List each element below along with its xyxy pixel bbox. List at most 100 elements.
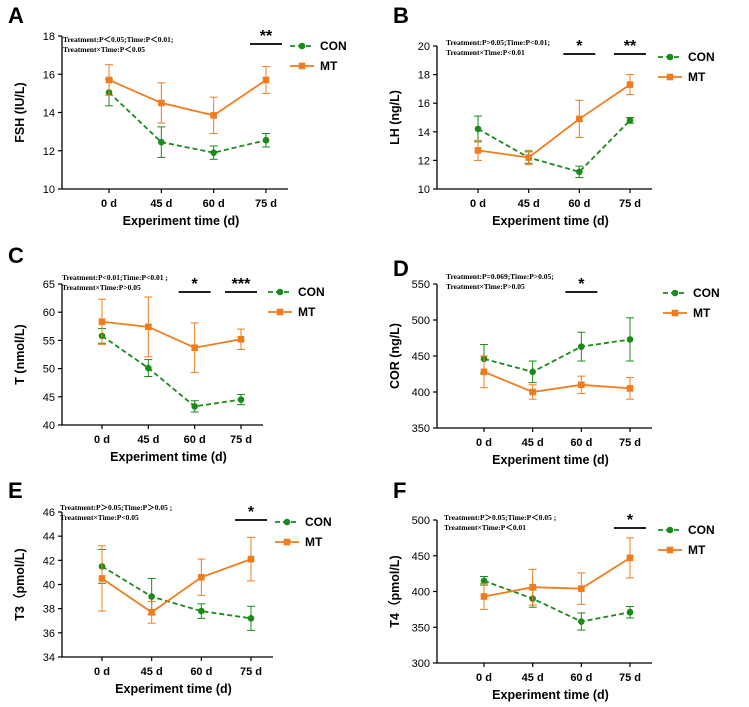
series-line <box>108 91 267 154</box>
y-tick-label: 65 <box>43 279 55 291</box>
legend-label: CON <box>305 515 332 529</box>
stat-annotation-line: Treatment×Time:P<0.05 <box>60 513 139 522</box>
y-tick-label: 40 <box>43 420 55 432</box>
significance-label: * <box>576 38 583 55</box>
y-tick-label: 14 <box>418 127 430 139</box>
data-point <box>198 607 205 615</box>
panel-letter: B <box>393 3 409 28</box>
data-point <box>158 138 165 146</box>
data-point <box>158 99 165 107</box>
x-tick-label: 75 d <box>255 198 277 210</box>
y-tick-label: 350 <box>412 622 430 634</box>
data-point <box>145 364 152 372</box>
series-con <box>98 328 245 413</box>
y-tick-label: 450 <box>412 351 430 363</box>
x-axis-title: Experiment time (d) <box>492 214 609 228</box>
significance-label: * <box>578 276 585 293</box>
data-point <box>480 593 488 600</box>
y-tick-label: 50 <box>43 364 55 376</box>
legend-label: CON <box>688 50 715 64</box>
x-tick-label: 0 d <box>94 434 110 446</box>
panel-letter: D <box>393 256 409 281</box>
x-tick-label: 60 d <box>568 198 590 210</box>
y-tick-label: 500 <box>412 315 430 327</box>
series-line <box>101 335 242 408</box>
legend-marker <box>276 308 284 316</box>
data-point <box>105 76 113 84</box>
data-point <box>474 125 482 133</box>
data-point <box>626 608 634 616</box>
panel-letter: F <box>393 478 406 503</box>
significance-label: * <box>627 512 634 529</box>
x-tick-label: 60 d <box>184 434 206 446</box>
data-point <box>626 554 634 562</box>
y-tick-label: 60 <box>43 307 55 319</box>
series-con <box>480 575 634 631</box>
x-axis-title: Experiment time (d) <box>492 453 609 467</box>
y-axis-title: T4（pmol/L) <box>387 555 402 627</box>
series-line <box>101 320 242 349</box>
significance-label: * <box>192 276 199 293</box>
series-con <box>474 115 634 179</box>
legend-marker <box>298 42 306 50</box>
data-point <box>98 318 106 326</box>
data-point <box>237 335 245 343</box>
chart-panel-c: C Treatment:P<0.01;Time:P<0.01 ;Treatment… <box>8 243 325 464</box>
y-tick-label: 10 <box>43 184 55 196</box>
x-tick-label: 75 d <box>230 434 252 446</box>
x-tick-label: 60 d <box>203 198 225 210</box>
legend-marker <box>671 309 679 317</box>
series-line <box>101 565 252 620</box>
data-point <box>262 136 270 144</box>
x-tick-label: 75 d <box>619 672 641 684</box>
y-tick-label: 12 <box>43 146 55 158</box>
chart-panel-d: D Treatment:P=0.069;Time:P>0.05;Treatment… <box>388 256 720 467</box>
legend-marker <box>298 62 306 70</box>
legend-label: MT <box>688 543 706 557</box>
y-tick-label: 500 <box>412 515 430 527</box>
series-line <box>101 558 252 614</box>
stat-annotation-line: Treatment×Time:P＜0.05 <box>63 45 145 54</box>
y-tick-label: 34 <box>43 652 55 664</box>
series-line <box>483 557 631 598</box>
series-mt <box>105 64 270 135</box>
legend-marker <box>666 546 674 554</box>
data-point <box>191 403 198 410</box>
panel-letter: E <box>8 478 23 503</box>
y-axis-title: LH (ng/L) <box>388 90 402 145</box>
data-point <box>191 344 198 352</box>
data-point <box>145 323 152 331</box>
legend-marker <box>671 289 679 297</box>
data-point <box>198 573 205 581</box>
panel-letter: A <box>8 3 24 28</box>
data-point <box>474 147 482 154</box>
x-tick-label: 0 d <box>476 437 492 449</box>
legend-label: MT <box>693 306 711 320</box>
significance-label: ** <box>260 28 273 45</box>
y-tick-label: 18 <box>43 31 55 43</box>
y-axis-title: T3（pmol/L) <box>12 548 27 620</box>
stat-annotation-line: Treatment:P＜0.05;Time:P＜0.01; <box>63 35 173 44</box>
legend-marker <box>666 526 674 534</box>
y-tick-label: 55 <box>43 335 55 347</box>
x-tick-label: 45 d <box>522 672 544 684</box>
significance-label: * <box>248 504 255 521</box>
x-tick-label: 45 d <box>522 437 544 449</box>
significance-label: ** <box>624 38 637 55</box>
legend-label: MT <box>688 70 706 84</box>
data-point <box>626 81 634 88</box>
x-tick-label: 60 d <box>190 666 212 678</box>
data-point <box>247 555 255 563</box>
data-point <box>578 381 585 389</box>
y-tick-label: 14 <box>43 108 55 120</box>
x-tick-label: 45 d <box>141 666 163 678</box>
x-tick-label: 0 d <box>94 666 110 678</box>
y-tick-label: 45 <box>43 392 55 404</box>
y-axis-title: T (nmol/L) <box>13 324 27 384</box>
series-con <box>480 317 634 384</box>
y-tick-label: 350 <box>412 423 430 435</box>
x-tick-label: 0 d <box>476 672 492 684</box>
x-axis-title: Experiment time (d) <box>492 688 609 702</box>
y-tick-label: 550 <box>412 279 430 291</box>
series-line <box>108 79 267 117</box>
